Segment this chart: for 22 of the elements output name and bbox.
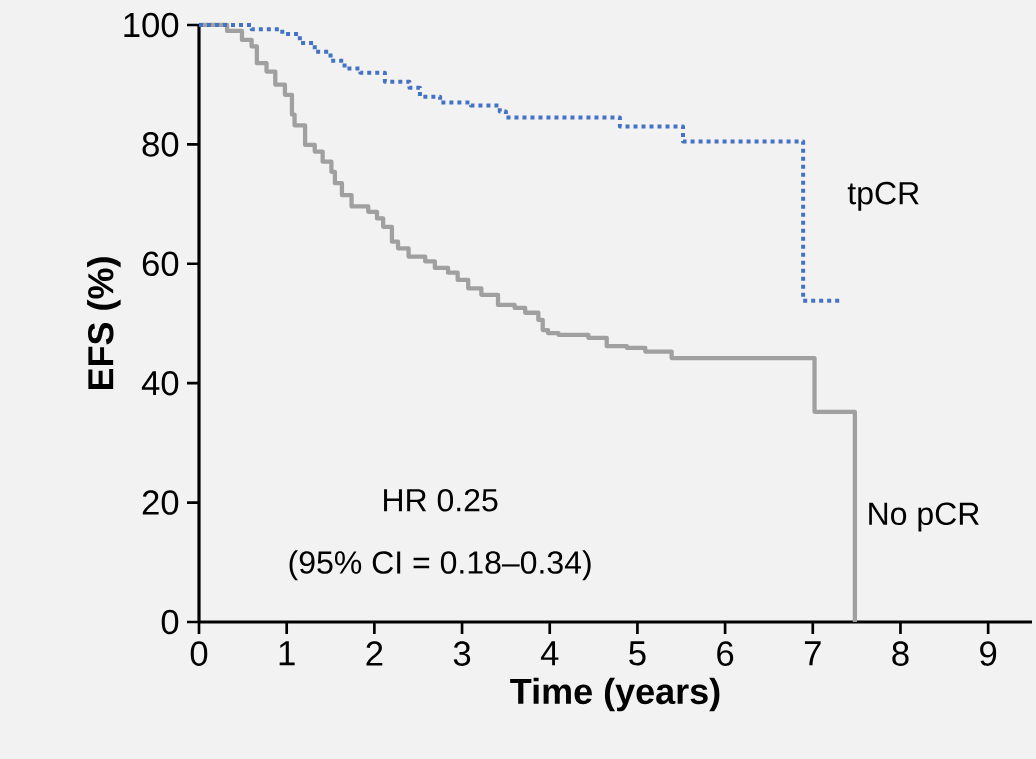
x-tick-label: 1: [279, 641, 295, 666]
x-tick-label: 8: [892, 641, 909, 666]
y-tick-label: 40: [141, 370, 179, 396]
x-tick-label: 9: [980, 641, 997, 666]
y-tick-label: 100: [124, 12, 179, 38]
y-tick-label: 20: [142, 490, 179, 515]
x-tick-label: 7: [804, 641, 821, 666]
x-tick-label: 4: [540, 641, 559, 666]
annotation: (95% CI = 0.18–0.34): [289, 550, 591, 581]
y-tick-label: 60: [142, 251, 179, 277]
x-tick-label: 3: [453, 641, 471, 666]
x-tick-label: 2: [366, 641, 383, 666]
series-label: tpCR: [847, 181, 919, 211]
y-tick-label: 80: [142, 132, 179, 157]
x-tick-label: 5: [629, 641, 646, 666]
series-label: No pCR: [869, 502, 979, 532]
x-tick-label: 0: [190, 641, 208, 666]
annotation: HR 0.25: [384, 488, 498, 512]
y-tick-label: 0: [161, 609, 179, 635]
x-axis-title: Time (years): [510, 677, 720, 712]
y-axis-title: EFS (%): [87, 257, 121, 390]
x-tick-label: 6: [717, 641, 734, 666]
